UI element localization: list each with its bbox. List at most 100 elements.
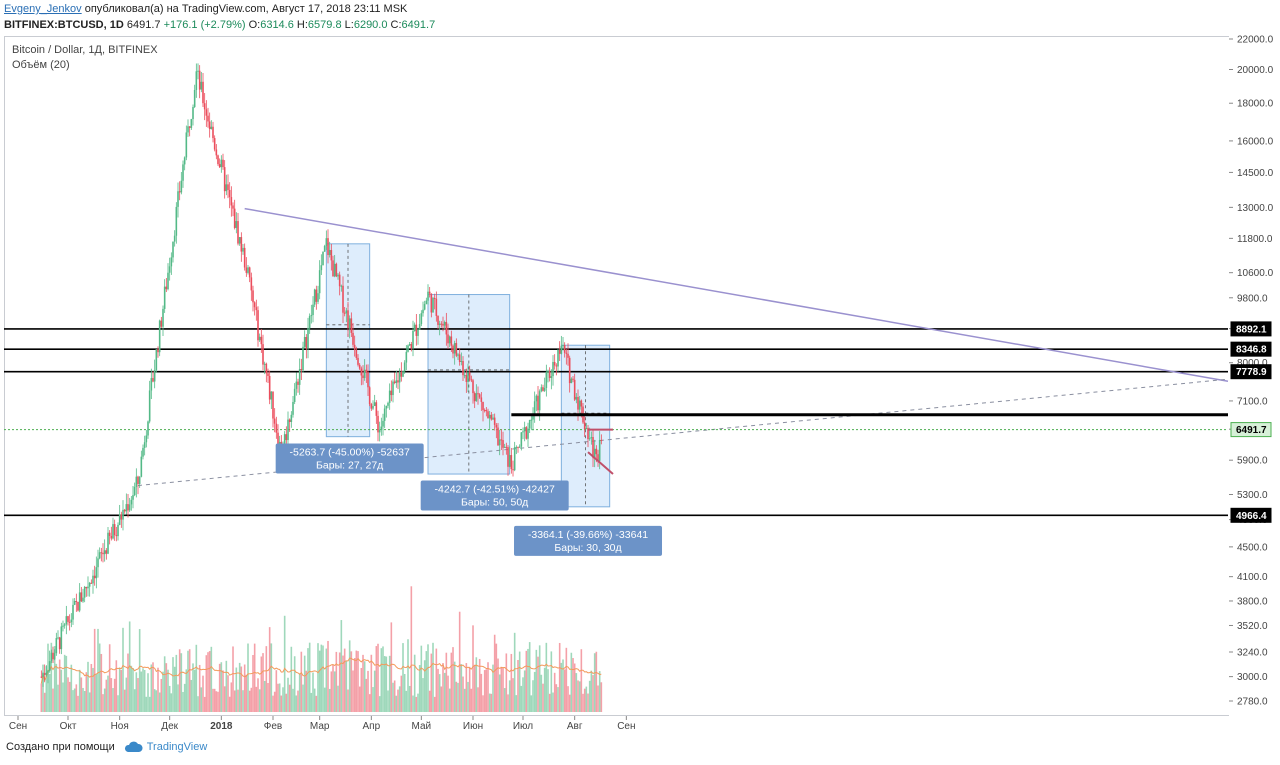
candle-body (428, 291, 431, 294)
candle-body (73, 600, 76, 605)
lower-trendline[interactable] (137, 378, 1229, 487)
candle-body (530, 419, 533, 421)
tradingview-brand[interactable]: TradingView (123, 741, 207, 753)
volume-bar (238, 662, 241, 712)
candle-body (502, 440, 504, 448)
candle-body (288, 419, 291, 422)
volume-bar (552, 692, 554, 712)
candle-body (45, 672, 48, 675)
author-link[interactable]: Evgeny_Jenkov (4, 3, 82, 15)
candle-body (465, 375, 468, 382)
candle-body (188, 126, 191, 128)
candle-body (487, 411, 489, 419)
candle-body (285, 434, 288, 441)
candle-body (48, 661, 51, 671)
volume-bar (142, 668, 144, 712)
time-axis[interactable]: Сен Окт Ноя Дек 2018 Фев Мар Апр Май Июн Июл Авг Сен (9, 716, 636, 732)
y-tick-label: 3000.0 (1237, 672, 1268, 683)
candle-body (517, 447, 519, 449)
candle-body (57, 637, 59, 639)
candle-body (360, 368, 363, 376)
candle-body (550, 376, 553, 378)
volume-bar (333, 671, 336, 712)
candle-body (525, 427, 528, 439)
footer: Создано при помощи TradingView (6, 741, 207, 753)
candle-body (233, 208, 236, 228)
candle-body (332, 260, 334, 277)
candle-body (535, 395, 538, 402)
y-tick-label: 3240.0 (1237, 647, 1268, 658)
volume-bar (467, 681, 469, 712)
candle-body (340, 285, 343, 287)
candle-body (330, 250, 333, 261)
chart-frame[interactable] (4, 36, 1229, 716)
volume-bar (163, 656, 166, 712)
candle-body (342, 285, 344, 313)
candle-body (87, 586, 89, 589)
volume-bar (272, 695, 274, 712)
volume-bar (280, 695, 283, 712)
candle-body (157, 349, 159, 353)
volume-bar (492, 664, 494, 712)
y-tick-label: 9800.0 (1237, 293, 1268, 304)
y-tick-label: 11800.0 (1237, 234, 1273, 245)
candle-body (553, 361, 556, 366)
short-downtrend-line[interactable] (587, 451, 614, 475)
candle-body (150, 378, 153, 391)
volume-bar (202, 675, 204, 712)
volume-bar (115, 660, 118, 712)
candle-body (50, 652, 53, 662)
candle-body (552, 361, 554, 377)
candle-body (297, 381, 299, 385)
candle-body (518, 446, 521, 448)
volume-bar (50, 642, 53, 712)
volume-bar (345, 660, 348, 712)
candle-body (202, 81, 204, 104)
candle-body (298, 369, 301, 385)
candle-body (507, 447, 509, 467)
open-value: 6314.6 (260, 19, 294, 31)
candle-body (568, 357, 571, 384)
price-chart[interactable]: 22000.0 20000.0 18000.0 16000.0 14500.0 13000… (0, 0, 1280, 740)
candlesticks (40, 63, 603, 687)
y-tick-label: 3520.0 (1237, 621, 1268, 632)
x-tick-label: 2018 (210, 721, 233, 732)
volume-bar (405, 690, 408, 712)
volume-bar (107, 675, 109, 712)
y-tick-label: 3800.0 (1237, 596, 1268, 607)
upper-trendline[interactable] (244, 207, 1229, 383)
candle-body (325, 238, 328, 246)
volume-bar (465, 663, 468, 712)
volume-bar (58, 659, 61, 712)
volume-bar (320, 644, 323, 712)
volume-bar (293, 656, 296, 712)
candle-body (337, 274, 339, 277)
candle-body (468, 372, 471, 380)
measure-label-line2: Бары: 50, 50д (461, 497, 528, 509)
volume-bar (188, 649, 191, 712)
volume-bar (437, 668, 439, 712)
volume-bar (523, 670, 526, 712)
volume-bar (490, 693, 493, 712)
candle-body (165, 286, 168, 290)
candle-body (333, 263, 336, 277)
volume-bar (155, 690, 158, 712)
y-tick-label: 20000.0 (1237, 65, 1274, 76)
volume-bar (353, 658, 356, 712)
volume-bar (365, 678, 368, 712)
volume-bar (77, 695, 79, 712)
candle-body (193, 89, 196, 108)
candle-body (580, 400, 583, 407)
volume-bar (555, 684, 558, 712)
volume-bar (245, 674, 248, 712)
volume-bar (215, 691, 218, 712)
volume-bar (335, 651, 338, 712)
candle-body (163, 286, 166, 309)
candle-body (423, 304, 426, 310)
volume-bar (370, 654, 373, 712)
volume-bar (315, 695, 318, 712)
candle-body (315, 289, 318, 302)
candle-body (375, 402, 378, 416)
volume-bar (578, 681, 581, 712)
horizontal-levels[interactable] (4, 328, 1228, 517)
